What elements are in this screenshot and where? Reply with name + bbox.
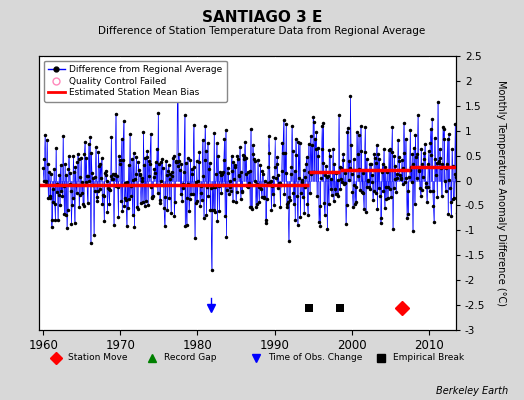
Text: SANTIAGO 3 E: SANTIAGO 3 E (202, 10, 322, 25)
Text: Record Gap: Record Gap (165, 354, 217, 362)
Text: Berkeley Earth: Berkeley Earth (436, 386, 508, 396)
Text: Time of Obs. Change: Time of Obs. Change (268, 354, 363, 362)
Legend: Difference from Regional Average, Quality Control Failed, Estimated Station Mean: Difference from Regional Average, Qualit… (44, 60, 227, 102)
Text: Difference of Station Temperature Data from Regional Average: Difference of Station Temperature Data f… (99, 26, 425, 36)
Text: Station Move: Station Move (69, 354, 128, 362)
Y-axis label: Monthly Temperature Anomaly Difference (°C): Monthly Temperature Anomaly Difference (… (496, 80, 506, 306)
Text: Empirical Break: Empirical Break (394, 354, 464, 362)
